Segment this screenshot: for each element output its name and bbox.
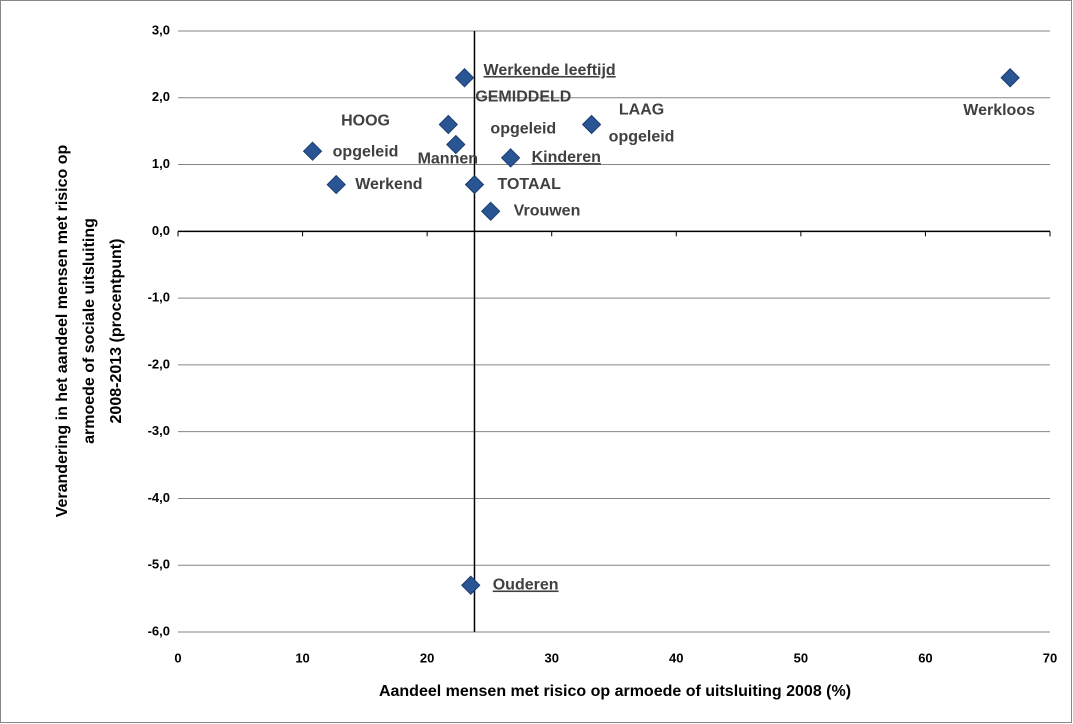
x-tick-label: 20 (420, 650, 434, 665)
point (581, 114, 602, 135)
x-tick-label: 0 (174, 650, 181, 665)
point-label: Ouderen (493, 576, 559, 593)
point (302, 141, 323, 161)
point (1000, 68, 1020, 88)
y-tick-label: 0,0 (152, 223, 170, 238)
x-tick-label: 10 (295, 650, 309, 665)
point-label: TOTAAL (497, 176, 561, 193)
y-tick-label: -6,0 (148, 623, 170, 638)
point-label: Werkend (355, 176, 422, 193)
y-axis-title-line: 2008-2013 (procentpunt) (108, 239, 125, 424)
y-axis-title-line: armoede of sociale uitsluiting (81, 218, 98, 444)
x-tick-label: 60 (918, 650, 932, 665)
y-tick-label: -1,0 (148, 290, 170, 305)
y-tick-label: 3,0 (152, 22, 170, 37)
point (326, 174, 346, 195)
point-label: opgeleid (490, 121, 556, 138)
point-label: Werkloos (963, 102, 1035, 119)
point-label: Werkende leeftijd (484, 62, 616, 79)
point (461, 575, 481, 595)
point-label: LAAG (619, 102, 664, 119)
point-label: Vrouwen (514, 203, 581, 220)
point (438, 114, 459, 135)
y-tick-label: 2,0 (152, 89, 170, 104)
y-tick-label: -4,0 (148, 490, 170, 505)
point-label: Mannen (418, 151, 478, 168)
x-tick-label: 50 (794, 650, 808, 665)
y-tick-label: -3,0 (148, 423, 170, 438)
point (446, 134, 466, 155)
point (480, 201, 501, 222)
point-label: opgeleid (333, 143, 399, 160)
point (500, 148, 521, 168)
point-label: Kinderen (532, 149, 601, 166)
y-tick-label: -2,0 (148, 356, 170, 371)
point-label: GEMIDDELD (475, 89, 571, 106)
x-axis-title: Aandeel mensen met risico op armoede of … (379, 683, 851, 700)
y-axis-title: Verandering in het aandeel mensen met ri… (54, 145, 125, 518)
point (464, 174, 485, 195)
point (454, 68, 475, 88)
x-tick-label: 30 (544, 650, 558, 665)
x-tick-label: 40 (669, 650, 683, 665)
x-tick-label: 70 (1043, 650, 1057, 665)
point-label: HOOG (341, 112, 390, 129)
y-tick-label: -5,0 (148, 557, 170, 572)
point-label: opgeleid (609, 129, 675, 146)
y-tick-label: 1,0 (152, 156, 170, 171)
y-axis-title-line: Verandering in het aandeel mensen met ri… (54, 145, 71, 518)
